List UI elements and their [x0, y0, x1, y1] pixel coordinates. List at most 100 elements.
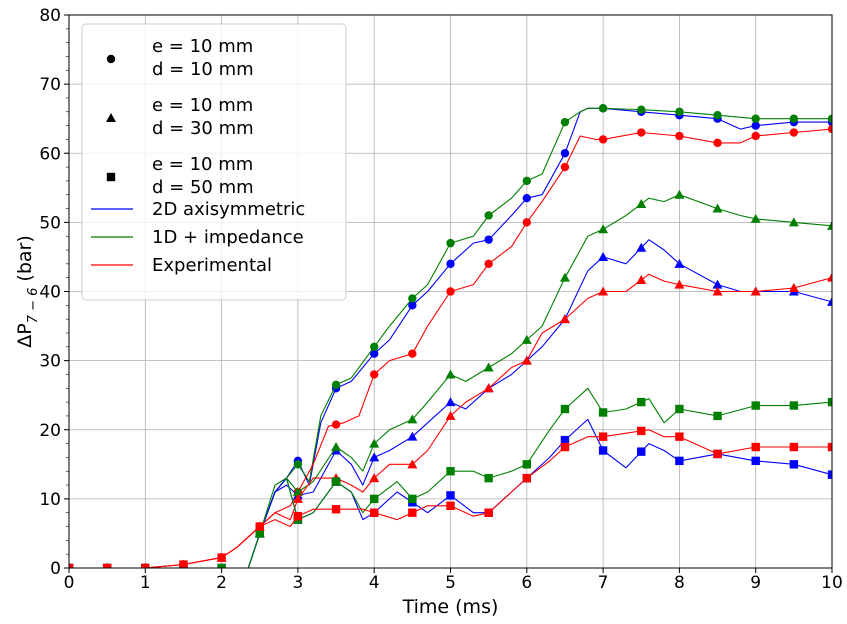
data-point: [789, 401, 799, 410]
series-layer: [69, 104, 832, 568]
y-tick-label: 10: [39, 490, 61, 510]
y-tick-label: 80: [39, 6, 61, 26]
data-point: [598, 135, 608, 144]
data-point: [69, 563, 74, 568]
data-point: [522, 193, 531, 203]
data-point: [598, 251, 609, 261]
data-point: [789, 460, 799, 469]
data-point: [217, 563, 226, 568]
data-point: [598, 104, 608, 113]
data-point: [560, 149, 570, 158]
data-point: [331, 442, 342, 452]
data-point: [446, 287, 455, 296]
data-point: [560, 435, 570, 445]
data-point: [789, 128, 799, 137]
y-axis-title: ΔP7 − 6 (bar): [14, 235, 41, 348]
data-point: [407, 414, 418, 424]
data-point: [598, 446, 608, 455]
data-point: [522, 218, 531, 227]
data-point: [408, 301, 417, 310]
data-point: [522, 460, 531, 469]
data-point: [674, 189, 685, 199]
data-point: [827, 114, 832, 123]
data-point: [751, 131, 760, 141]
data-point: [598, 224, 609, 234]
data-point: [598, 286, 609, 296]
data-point: [370, 342, 379, 351]
x-tick-label: 0: [64, 573, 75, 593]
data-point: [789, 442, 799, 452]
data-point: [560, 442, 570, 452]
data-point: [827, 442, 832, 452]
data-point: [713, 411, 722, 421]
data-point: [408, 508, 417, 517]
data-point: [102, 563, 112, 568]
data-point: [522, 473, 531, 483]
data-point: [560, 117, 570, 127]
legend-marker-line2: d = 50 mm: [152, 177, 254, 198]
y-tick-label: 50: [39, 213, 61, 233]
data-point: [827, 397, 832, 407]
data-point: [788, 283, 799, 293]
data-point: [713, 449, 722, 459]
data-point: [445, 369, 456, 379]
data-point: [712, 279, 723, 289]
data-point: [712, 286, 723, 296]
data-point: [522, 176, 531, 186]
data-point: [827, 296, 832, 306]
legend-marker-square: [106, 172, 116, 182]
data-point: [751, 121, 760, 130]
data-point: [255, 529, 264, 538]
data-point: [446, 259, 455, 269]
data-point: [446, 238, 455, 248]
data-point: [484, 508, 493, 517]
y-tick-label: 30: [39, 352, 61, 372]
data-point: [484, 473, 493, 483]
data-point: [674, 279, 685, 289]
legend: e = 10 mmd = 10 mme = 10 mmd = 30 mme = …: [81, 23, 347, 301]
legend-marker-line1: e = 10 mm: [152, 36, 253, 57]
legend-marker-triangle: [106, 113, 116, 122]
data-point: [521, 334, 532, 344]
x-tick-label: 8: [674, 573, 685, 593]
data-point: [827, 220, 832, 230]
series-line: [69, 429, 832, 568]
series-line: [69, 273, 832, 568]
x-axis-title: Time (ms): [402, 596, 499, 618]
data-point: [827, 272, 832, 282]
x-tick-label: 3: [292, 573, 303, 593]
data-point: [369, 438, 380, 448]
data-point: [521, 355, 532, 365]
data-point: [331, 420, 341, 429]
y-tick-label: 20: [39, 421, 61, 441]
x-tick-label: 1: [140, 573, 151, 593]
data-point: [370, 508, 379, 517]
data-point: [636, 274, 647, 284]
x-tick-label: 4: [369, 573, 380, 593]
series-8: [69, 426, 832, 568]
data-point: [751, 114, 760, 123]
data-point: [446, 491, 455, 500]
data-point: [637, 397, 646, 407]
legend-marker-line1: e = 10 mm: [152, 154, 253, 175]
x-tick-label: 7: [598, 573, 609, 593]
data-point: [217, 553, 226, 562]
data-point: [751, 442, 760, 452]
x-tick-label: 2: [216, 573, 227, 593]
y-tick-label: 40: [39, 283, 61, 303]
y-tick-label: 60: [39, 144, 61, 164]
data-point: [293, 511, 303, 521]
data-point: [370, 370, 379, 379]
legend-marker-circle: [106, 54, 116, 64]
x-tick-label: 6: [521, 573, 532, 593]
data-point: [637, 105, 646, 114]
data-point: [408, 349, 417, 358]
x-tick-label: 10: [821, 573, 843, 593]
data-point: [484, 235, 493, 244]
data-point: [637, 447, 646, 456]
legend-line-label: Experimental: [152, 255, 272, 276]
data-point: [445, 397, 456, 407]
data-point: [713, 111, 722, 120]
data-point: [636, 242, 647, 252]
